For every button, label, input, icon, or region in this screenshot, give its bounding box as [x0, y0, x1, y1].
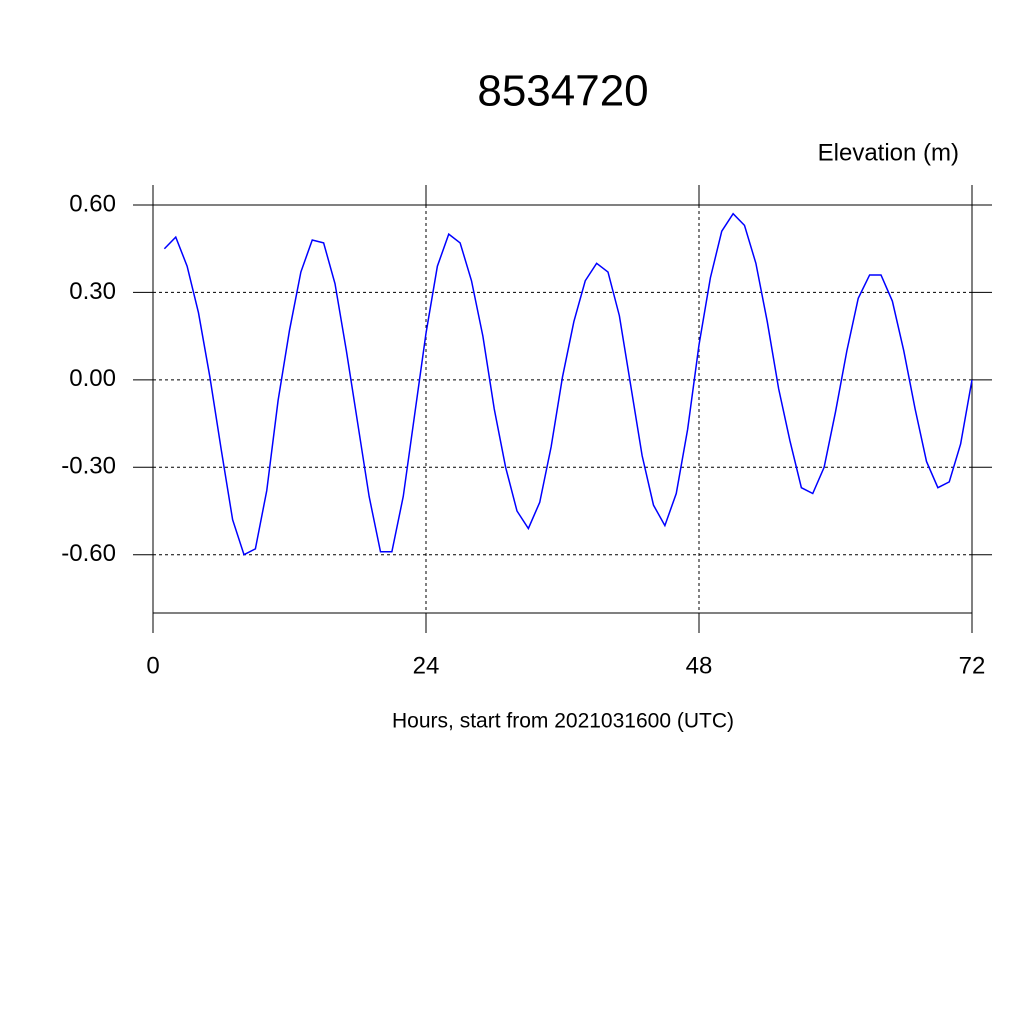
y-tick-label: 0.30: [69, 278, 116, 305]
chart-title: 8534720: [477, 67, 648, 116]
y-tick-label: -0.30: [61, 453, 116, 480]
y-tick-label: -0.60: [61, 540, 116, 567]
y-tick-label: 0.00: [69, 365, 116, 392]
x-tick-label: 72: [959, 652, 986, 679]
y-tick-label: 0.60: [69, 190, 116, 217]
x-tick-label: 24: [413, 652, 440, 679]
x-tick-label: 48: [686, 652, 713, 679]
x-axis-label: Hours, start from 2021031600 (UTC): [392, 710, 734, 733]
x-tick-label: 0: [146, 652, 159, 679]
subtitle: Elevation (m): [818, 139, 959, 166]
data-line: [163, 212, 973, 556]
plot-frame: [152, 204, 973, 614]
